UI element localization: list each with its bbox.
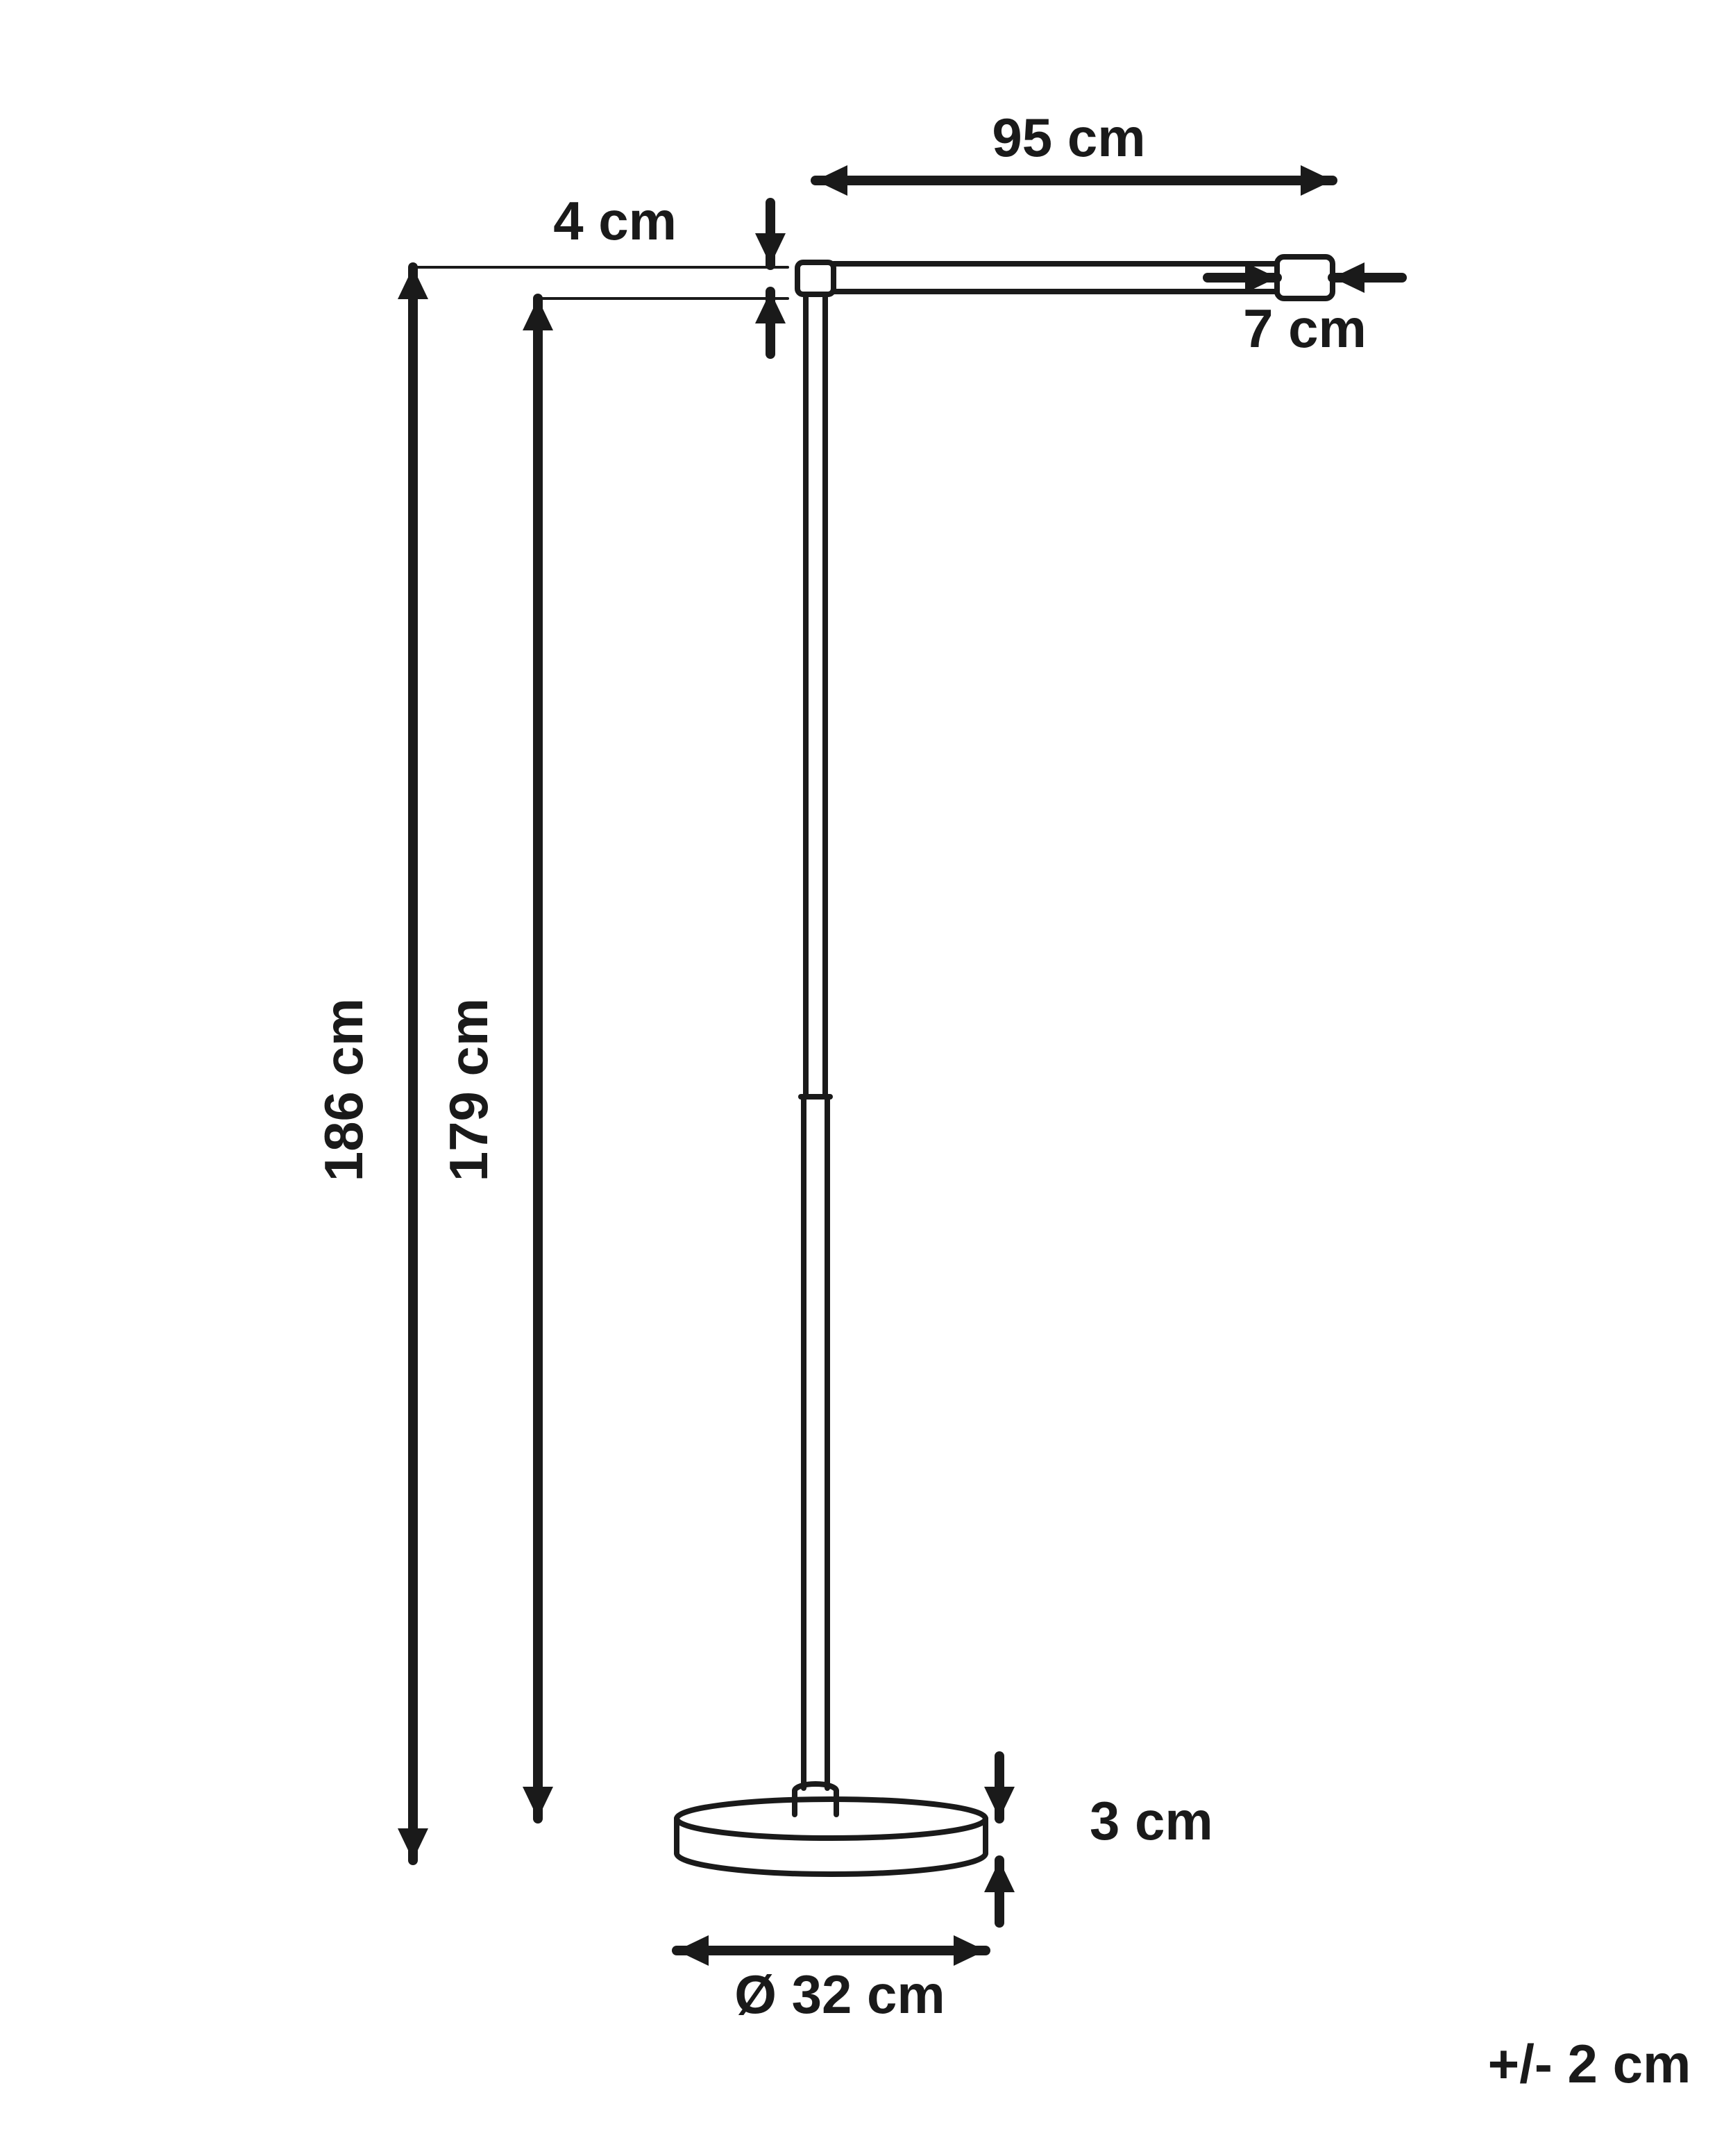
dim-arm-length: 95 cm — [992, 107, 1145, 168]
dimension-diagram: 186 cm 179 cm 95 cm 4 cm 7 cm 3 cm Ø 32 cm +/- … — [0, 0, 1724, 2156]
dim-base-diameter: Ø 32 cm — [734, 1964, 945, 2025]
tolerance-note: +/- 2 cm — [1488, 2033, 1691, 2094]
dim-pole-height: 179 cm — [438, 998, 499, 1182]
dim-head-width: 7 cm — [1243, 298, 1367, 359]
dim-base-thickness: 3 cm — [1090, 1790, 1213, 1851]
dim-total-height: 186 cm — [313, 998, 374, 1182]
dim-arm-thickness: 4 cm — [553, 190, 677, 251]
